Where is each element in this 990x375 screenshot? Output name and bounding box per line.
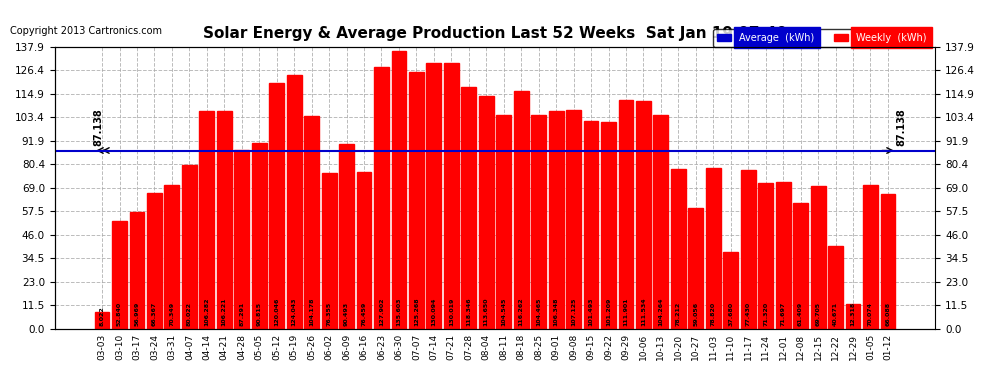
Bar [287, 75, 302, 329]
Text: 130.094: 130.094 [432, 297, 437, 326]
Title: Solar Energy & Average Production Last 52 Weeks  Sat Jan 19 07:40: Solar Energy & Average Production Last 5… [203, 26, 787, 41]
Text: 52.840: 52.840 [117, 302, 122, 326]
Text: 78.820: 78.820 [711, 302, 716, 326]
Text: 59.056: 59.056 [693, 302, 698, 326]
Bar [688, 208, 703, 329]
Text: 87.138: 87.138 [93, 109, 103, 146]
Bar [619, 100, 634, 329]
Text: 71.697: 71.697 [781, 302, 786, 326]
Text: 37.680: 37.680 [729, 302, 734, 326]
Text: 124.043: 124.043 [292, 297, 297, 326]
Bar [95, 312, 110, 329]
Bar [130, 212, 145, 329]
Text: 106.348: 106.348 [553, 297, 558, 326]
Text: 107.125: 107.125 [571, 297, 576, 326]
Bar [601, 122, 616, 329]
Text: 135.603: 135.603 [396, 297, 402, 326]
Bar [741, 170, 755, 329]
Text: 69.705: 69.705 [816, 302, 821, 326]
Bar [636, 100, 650, 329]
Bar [496, 115, 511, 329]
Bar [356, 172, 371, 329]
Bar [880, 194, 895, 329]
Text: 101.209: 101.209 [606, 297, 611, 326]
Text: 66.367: 66.367 [151, 302, 157, 326]
Bar [584, 121, 599, 329]
Text: 130.019: 130.019 [448, 297, 453, 326]
Bar [532, 115, 546, 329]
Legend: Average  (kWh), Weekly  (kWh): Average (kWh), Weekly (kWh) [713, 29, 931, 46]
Bar [479, 96, 494, 329]
Text: 104.545: 104.545 [501, 297, 506, 326]
Bar [845, 304, 860, 329]
Text: 120.046: 120.046 [274, 297, 279, 326]
Bar [793, 203, 808, 329]
Bar [304, 116, 319, 329]
Text: Copyright 2013 Cartronics.com: Copyright 2013 Cartronics.com [10, 26, 162, 36]
Text: 111.534: 111.534 [641, 297, 645, 326]
Text: 90.493: 90.493 [345, 302, 349, 326]
Text: 40.671: 40.671 [833, 302, 839, 326]
Text: 70.074: 70.074 [868, 302, 873, 326]
Text: 104.178: 104.178 [309, 297, 314, 326]
Text: 70.349: 70.349 [169, 302, 174, 326]
Text: 104.264: 104.264 [658, 297, 663, 326]
Bar [461, 87, 476, 329]
Bar [164, 185, 179, 329]
Text: 61.409: 61.409 [798, 302, 803, 326]
Text: 80.022: 80.022 [187, 302, 192, 326]
Bar [182, 165, 197, 329]
Text: 76.459: 76.459 [361, 302, 366, 326]
Bar [251, 143, 266, 329]
Bar [444, 63, 458, 329]
Bar [269, 83, 284, 329]
Text: 104.465: 104.465 [537, 297, 542, 326]
Text: 8.022: 8.022 [100, 306, 105, 326]
Text: 127.902: 127.902 [379, 297, 384, 326]
Text: 56.969: 56.969 [135, 302, 140, 326]
Text: 101.493: 101.493 [588, 297, 594, 326]
Bar [671, 169, 686, 329]
Text: 116.262: 116.262 [519, 297, 524, 326]
Bar [427, 63, 442, 329]
Bar [217, 111, 232, 329]
Bar [409, 72, 424, 329]
Text: 111.901: 111.901 [624, 297, 629, 326]
Bar [724, 252, 739, 329]
Bar [112, 221, 127, 329]
Text: 77.430: 77.430 [745, 302, 750, 326]
Bar [235, 150, 249, 329]
Bar [863, 185, 878, 329]
Text: 90.815: 90.815 [256, 302, 261, 326]
Bar [322, 172, 337, 329]
Bar [776, 182, 791, 329]
Bar [148, 193, 162, 329]
Bar [811, 186, 826, 329]
Bar [548, 111, 563, 329]
Text: 118.346: 118.346 [466, 297, 471, 326]
Bar [706, 168, 721, 329]
Bar [514, 91, 529, 329]
Bar [653, 116, 668, 329]
Text: 87.138: 87.138 [897, 109, 907, 146]
Bar [391, 51, 406, 329]
Bar [566, 110, 581, 329]
Bar [374, 67, 389, 329]
Bar [340, 144, 354, 329]
Text: 87.291: 87.291 [240, 302, 245, 326]
Bar [758, 183, 773, 329]
Bar [199, 111, 214, 329]
Text: 66.088: 66.088 [885, 302, 890, 326]
Text: 78.212: 78.212 [676, 302, 681, 326]
Text: 76.355: 76.355 [327, 302, 332, 326]
Text: 106.221: 106.221 [222, 297, 227, 326]
Text: 71.320: 71.320 [763, 302, 768, 326]
Text: 12.318: 12.318 [850, 302, 855, 326]
Text: 106.282: 106.282 [204, 297, 209, 326]
Text: 125.268: 125.268 [414, 297, 419, 326]
Text: 113.650: 113.650 [484, 297, 489, 326]
Bar [828, 246, 842, 329]
